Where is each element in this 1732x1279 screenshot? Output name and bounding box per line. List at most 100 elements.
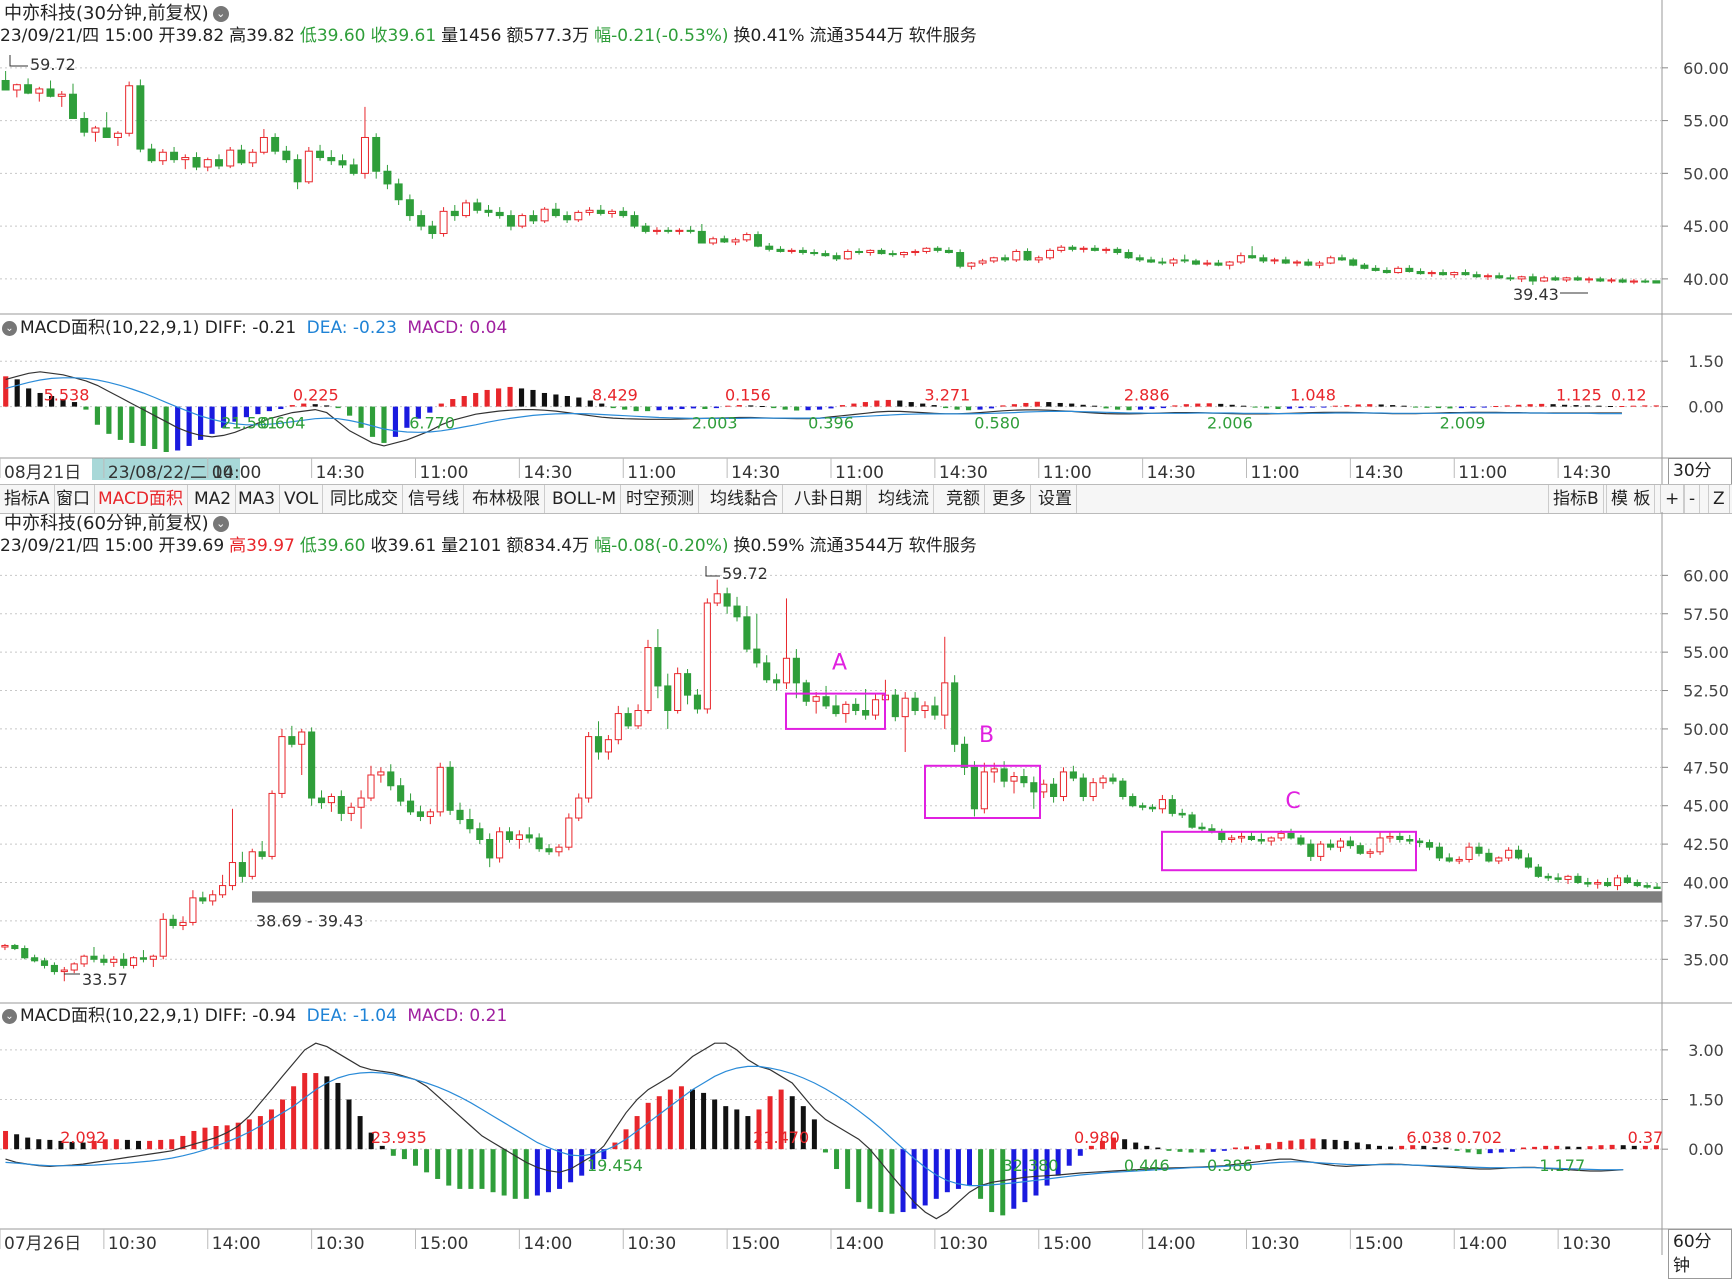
candle: [585, 736, 593, 799]
candle: [731, 239, 740, 243]
candle: [1517, 276, 1526, 280]
macd-bar: [1066, 1149, 1072, 1166]
macd-bar: [1653, 405, 1659, 407]
macd-bar: [1160, 406, 1166, 409]
macd-bar: [49, 396, 55, 407]
toolbar-button-7[interactable]: 信号线: [404, 485, 464, 513]
macd-bar: [1367, 404, 1373, 407]
toolbar-right-button-2[interactable]: +: [1660, 485, 1685, 513]
candle: [149, 955, 157, 960]
toolbar-button-14[interactable]: 竞额: [942, 485, 985, 513]
candle: [787, 249, 796, 252]
macd-bar: [748, 405, 754, 407]
candle: [832, 705, 840, 715]
candle: [1584, 882, 1592, 885]
bottom-period-label[interactable]: 60分钟: [1668, 1229, 1732, 1279]
toolbar-right-button-0[interactable]: 指标B: [1548, 485, 1604, 513]
candle: [574, 211, 583, 221]
toolbar-button-0[interactable]: 指标A: [0, 485, 55, 513]
toolbar-button-15[interactable]: 更多: [988, 485, 1031, 513]
time-label: 14:00: [835, 1234, 884, 1254]
candle: [192, 157, 201, 168]
candle: [1214, 262, 1223, 266]
macd-bar: [490, 1149, 496, 1193]
candle: [102, 127, 111, 138]
candle: [792, 657, 800, 684]
macd-bar: [136, 1140, 141, 1150]
toolbar-right-button-1[interactable]: 模 板: [1606, 485, 1656, 513]
macd-bar: [1166, 1149, 1172, 1151]
macd-bar: [198, 406, 204, 440]
candle: [1034, 257, 1043, 261]
top-info-1: 开39.82: [158, 26, 225, 46]
toolbar-button-3[interactable]: MA2: [190, 485, 237, 513]
candle: [1641, 280, 1650, 283]
toolbar-button-10[interactable]: 时空预测: [622, 485, 699, 513]
candle: [956, 252, 965, 267]
toolbar-button-1[interactable]: 窗口: [52, 485, 95, 513]
toolbar-button-4[interactable]: MA3: [234, 485, 281, 513]
candle: [1594, 882, 1602, 885]
macd-bar: [845, 1149, 851, 1189]
candle: [349, 164, 358, 174]
y-tick-label: 60.00: [1683, 566, 1729, 585]
toolbar-button-13[interactable]: 均线流: [874, 485, 934, 513]
candle: [565, 817, 573, 848]
candle: [922, 247, 931, 252]
collapse-icon[interactable]: ⌄: [2, 320, 17, 336]
macd-bar: [1355, 404, 1361, 407]
candle: [397, 785, 405, 802]
toolbar-button-12[interactable]: 八卦日期: [790, 485, 867, 513]
candle: [866, 249, 875, 254]
candle: [742, 234, 751, 241]
toolbar-button-5[interactable]: VOL: [280, 485, 324, 513]
dea-line: [5, 377, 1622, 433]
candle: [1483, 275, 1492, 278]
macd-bar: [782, 406, 788, 410]
toolbar-button-6[interactable]: 同比成交: [326, 485, 403, 513]
macd-bar: [457, 1149, 463, 1189]
candle: [1574, 875, 1582, 883]
macd-bar: [1390, 405, 1396, 407]
collapse-icon[interactable]: ⌄: [2, 1008, 17, 1024]
candle: [1089, 782, 1097, 798]
top-info-9: 流通3544万: [809, 26, 904, 46]
toolbar-button-2[interactable]: MACD面积: [94, 485, 188, 513]
candle: [1386, 835, 1394, 839]
candle: [1099, 777, 1107, 784]
macd-bar: [587, 400, 593, 407]
chevron-down-icon[interactable]: ⌄: [212, 6, 229, 22]
candle: [1455, 858, 1463, 862]
candle: [377, 771, 385, 776]
macd-bar: [268, 1109, 274, 1150]
toolbar-right-button-3[interactable]: -: [1684, 485, 1701, 513]
candle: [1346, 840, 1354, 847]
candle: [1406, 839, 1414, 842]
bottom-info-4: 收39.61: [370, 536, 437, 556]
macd-bar: [1069, 403, 1075, 407]
macd-bar: [438, 403, 444, 407]
toolbar-button-11[interactable]: 均线黏合: [706, 485, 783, 513]
top-info-2: 高39.82: [229, 26, 295, 46]
macd-bar: [58, 1140, 64, 1150]
candle: [1326, 257, 1335, 264]
macd-bar: [1587, 1146, 1593, 1150]
macd-bar: [622, 406, 628, 410]
macd-bar: [734, 1109, 740, 1150]
macd-bar: [368, 1132, 374, 1150]
macd-bar: [91, 1140, 97, 1150]
macd-area-label: 2.009: [1440, 414, 1486, 433]
chevron-down-icon[interactable]: ⌄: [212, 516, 229, 532]
toolbar-button-16[interactable]: 设置: [1034, 485, 1077, 513]
toolbar-button-9[interactable]: BOLL-M: [548, 485, 622, 513]
macd-bar: [278, 406, 284, 410]
candle: [1045, 249, 1054, 259]
macd-bar: [175, 406, 181, 451]
toolbar-button-8[interactable]: 布林极限: [468, 485, 545, 513]
macd-bar: [1183, 404, 1189, 407]
candle: [60, 969, 68, 973]
pattern-box-label: A: [832, 651, 847, 676]
toolbar-right-button-4[interactable]: Z: [1708, 485, 1730, 513]
macd-bar: [94, 406, 101, 425]
time-label: 10:30: [1562, 1234, 1611, 1254]
